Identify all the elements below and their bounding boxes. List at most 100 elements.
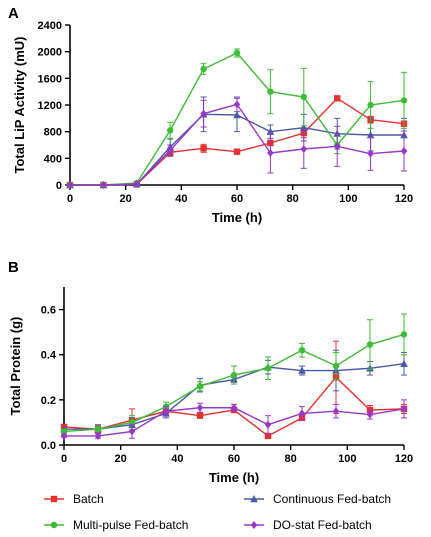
data-point (200, 109, 207, 118)
data-point (400, 404, 408, 413)
y-tick-label: 2000 (38, 47, 62, 59)
data-point (230, 371, 238, 379)
x-tick-label: 60 (231, 193, 243, 205)
data-point (94, 431, 102, 440)
data-point (400, 331, 408, 338)
y-tick-label: 2400 (38, 20, 62, 32)
panel-label-a: A (8, 5, 19, 22)
y-tick-label: 0.0 (41, 440, 56, 452)
total-protein-chart: 0 20 40 60 80 100 120 0.0 0.2 0.4 0.6 Time (h) Total… (8, 287, 413, 485)
x-axis-title: Time (h) (209, 470, 259, 485)
x-tick-label: 0 (61, 453, 67, 465)
series-continuous-fed-batch (60, 349, 408, 435)
data-point (298, 409, 306, 418)
legend-marker (50, 521, 58, 529)
x-tick-label: 60 (228, 453, 240, 465)
data-point (300, 123, 308, 131)
data-point (298, 347, 306, 354)
data-point (367, 149, 374, 158)
series-batch (60, 340, 408, 440)
data-point (233, 100, 241, 109)
data-point (366, 341, 374, 348)
data-point (100, 181, 107, 189)
data-point (264, 365, 272, 372)
panel-label-b: B (8, 259, 19, 276)
y-tick-label: 1600 (38, 73, 62, 85)
x-tick-label: 40 (171, 453, 183, 465)
data-point (196, 383, 204, 390)
data-point (196, 403, 204, 412)
x-tick-label: 0 (67, 193, 73, 205)
data-point (128, 419, 136, 426)
data-point (334, 95, 341, 102)
data-point (167, 146, 174, 155)
data-point (366, 131, 375, 139)
data-point (128, 427, 136, 436)
x-tick-label: 80 (287, 193, 299, 205)
data-point (332, 407, 340, 416)
data-point (133, 180, 140, 188)
data-point (367, 101, 374, 109)
data-point (196, 412, 204, 419)
data-point (233, 111, 241, 119)
data-point (264, 420, 272, 429)
legend-marker (250, 495, 258, 503)
y-tick-label: 1200 (38, 100, 62, 112)
data-point (400, 147, 408, 155)
x-tick-label: 40 (175, 193, 187, 205)
data-point (167, 127, 174, 134)
data-point (332, 362, 340, 370)
legend-label: Continuous Fed-batch (273, 492, 391, 506)
x-tick-label: 100 (339, 193, 357, 205)
series-multi-pulse-fed-batch (60, 313, 408, 435)
data-point (334, 142, 341, 151)
data-point (267, 149, 274, 157)
data-point (200, 65, 207, 73)
data-point (233, 49, 241, 57)
legend-item: Batch (44, 492, 104, 506)
data-point (66, 181, 74, 189)
legend-label: Multi-pulse Fed-batch (73, 518, 188, 532)
x-tick-label: 120 (395, 193, 413, 205)
y-tick-label: 0.2 (41, 395, 56, 407)
data-point (60, 431, 68, 440)
data-point (366, 410, 374, 419)
data-point (400, 359, 408, 367)
data-point (300, 93, 307, 101)
data-point (400, 97, 408, 104)
x-tick-label: 80 (285, 453, 297, 465)
x-tick-label: 120 (395, 453, 413, 465)
y-tick-label: 0.4 (41, 350, 57, 362)
data-point (264, 432, 272, 440)
data-point (162, 407, 170, 416)
lip-activity-chart: 0 20 40 60 80 100 12004008001200160020002400Ti… (12, 20, 413, 225)
x-tick-label: 100 (338, 453, 356, 465)
legend-label: Batch (73, 492, 104, 506)
y-axis-title: Total Protein (g) (8, 317, 23, 416)
data-point (60, 428, 68, 435)
legend-item: Multi-pulse Fed-batch (44, 518, 188, 532)
x-tick-label: 20 (115, 453, 127, 465)
y-tick-label: 400 (44, 153, 62, 165)
series-do-stat-fed-batch (66, 96, 408, 189)
legend-marker (50, 495, 58, 503)
data-point (200, 145, 207, 152)
x-axis-title: Time (h) (212, 210, 262, 225)
data-point (267, 88, 274, 95)
y-tick-label: 0 (56, 180, 62, 192)
data-point (300, 145, 307, 153)
y-tick-label: 0.6 (41, 305, 56, 317)
y-axis-title: Total LiP Activity (mU) (12, 37, 27, 174)
legend: Batch Continuous Fed-batch Multi-pulse Fed… (44, 492, 391, 532)
data-point (298, 366, 306, 374)
x-tick-label: 20 (120, 193, 132, 205)
series-do-stat-fed-batch (60, 399, 408, 440)
legend-marker (250, 521, 258, 529)
legend-item: Continuous Fed-batch (244, 492, 391, 506)
data-point (230, 403, 238, 412)
y-tick-label: 800 (44, 127, 62, 139)
legend-item: DO-stat Fed-batch (244, 518, 372, 532)
legend-label: DO-stat Fed-batch (273, 518, 372, 532)
data-point (94, 426, 102, 433)
